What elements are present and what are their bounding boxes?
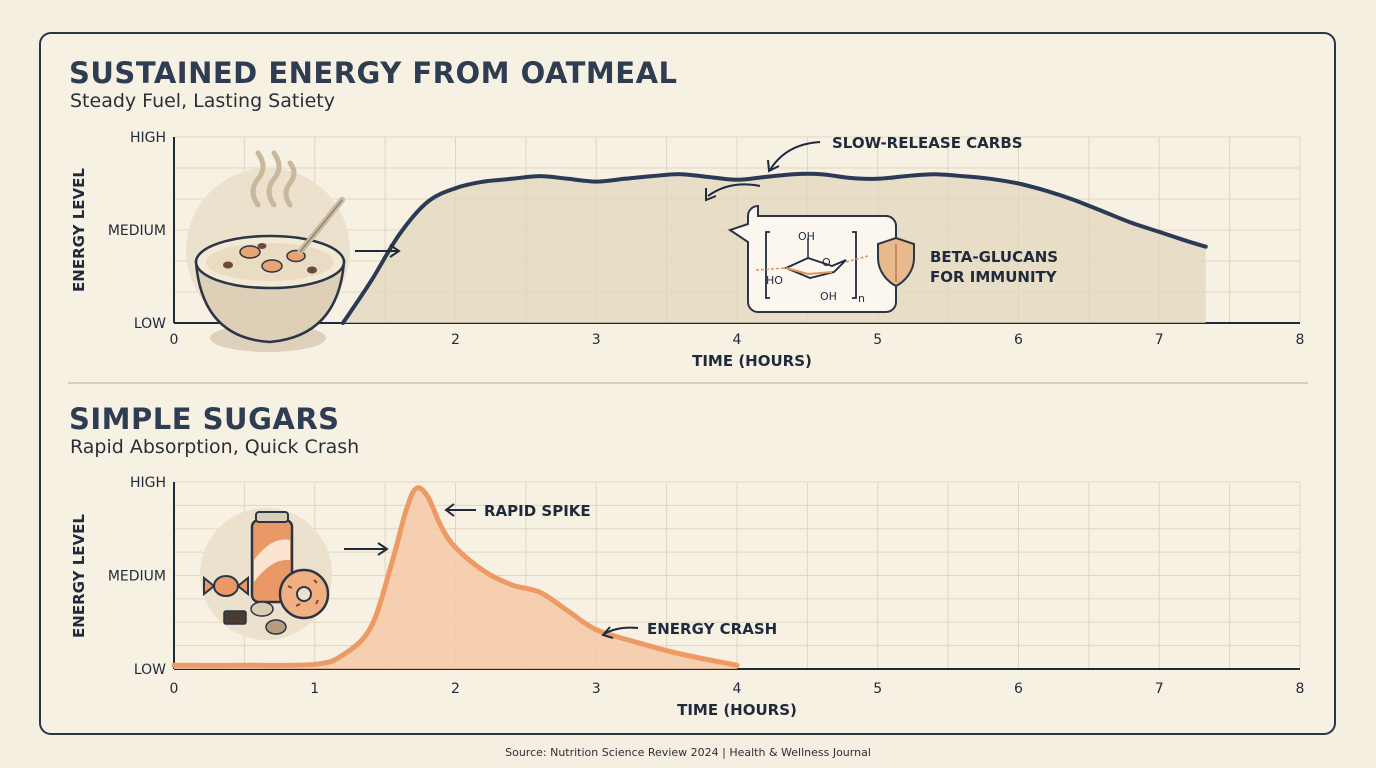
sugar-x-axis-title: TIME (HOURS)	[677, 701, 797, 719]
candy-icon	[203, 575, 249, 597]
oatmeal-y-axis-title: ENERGY LEVEL	[70, 168, 88, 292]
x-tick-label: 8	[1296, 681, 1305, 697]
y-tick-label: LOW	[134, 316, 166, 332]
sugar-subtitle: Rapid Absorption, Quick Crash	[70, 436, 360, 458]
slow-release-arrow-icon	[767, 141, 821, 173]
y-tick-label: MEDIUM	[108, 223, 166, 239]
sugar-area	[174, 487, 737, 669]
x-tick-label: 0	[170, 332, 179, 348]
oatmeal-title: SUSTAINED ENERGY FROM OATMEAL	[69, 56, 678, 90]
immunity-label: FOR IMMUNITY	[930, 268, 1058, 286]
y-tick-label: MEDIUM	[108, 569, 166, 585]
sugar-ticks: 0 1 2 3 4 5 6 7 8 LOW MEDIUM HIGH	[108, 475, 1305, 697]
chocolate-icon	[223, 610, 247, 625]
sugar-grid	[173, 481, 1301, 670]
callout-arrow-icon	[705, 183, 761, 202]
x-tick-label: 1	[310, 681, 319, 697]
rapid-spike-label: RAPID SPIKE	[484, 502, 591, 520]
energy-crash-label: ENERGY CRASH	[647, 620, 777, 638]
soda-can-icon	[250, 511, 294, 604]
x-tick-label: 4	[733, 332, 742, 348]
y-tick-label: HIGH	[130, 475, 166, 491]
x-tick-label: 3	[592, 681, 601, 697]
x-tick-label: 2	[451, 332, 460, 348]
beta-glucan-callout: OH HO OH O n	[727, 204, 897, 313]
sugar-chart: 0 1 2 3 4 5 6 7 8 LOW MEDIUM HIGH TIME (HOURS) ENER…	[70, 475, 1304, 719]
energy-crash-arrow-icon	[601, 626, 639, 639]
x-tick-label: 6	[1014, 681, 1023, 697]
slow-release-label: SLOW-RELEASE CARBS	[832, 134, 1023, 152]
sugar-foods-illustration	[200, 508, 332, 640]
oatmeal-energy-line	[340, 171, 1208, 325]
donut-icon	[278, 568, 330, 620]
x-tick-label: 7	[1155, 332, 1164, 348]
beta-glucan-molecule-icon: OH HO OH O n	[755, 230, 869, 305]
x-tick-label: 4	[733, 681, 742, 697]
sugar-energy-line	[171, 485, 740, 668]
y-tick-label: HIGH	[130, 130, 166, 146]
svg-text:O: O	[822, 256, 831, 269]
oatmeal-subtitle: Steady Fuel, Lasting Satiety	[70, 90, 335, 112]
sugar-y-axis-title: ENERGY LEVEL	[70, 514, 88, 638]
x-tick-label: 5	[873, 681, 882, 697]
y-tick-label: LOW	[134, 662, 166, 678]
sugar-title: SIMPLE SUGARS	[69, 402, 340, 436]
x-tick-label: 2	[451, 681, 460, 697]
source-citation: Source: Nutrition Science Review 2024 | …	[505, 746, 871, 759]
x-tick-label: 0	[170, 681, 179, 697]
sugar-arrow-icon	[344, 542, 389, 556]
svg-text:OH: OH	[820, 290, 837, 303]
bowl-arrow-icon	[355, 244, 401, 258]
svg-text:n: n	[858, 292, 865, 305]
oatmeal-bowl-icon	[186, 150, 350, 352]
section-divider	[68, 382, 1308, 384]
x-tick-label: 8	[1296, 332, 1305, 348]
svg-text:OH: OH	[798, 230, 815, 243]
rapid-spike-arrow-icon	[444, 503, 476, 517]
oatmeal-x-axis-title: TIME (HOURS)	[692, 352, 812, 370]
x-tick-label: 3	[592, 332, 601, 348]
x-tick-label: 6	[1014, 332, 1023, 348]
svg-text:HO: HO	[766, 274, 783, 287]
beta-glucans-label: BETA-GLUCANS	[930, 248, 1058, 266]
x-tick-label: 5	[873, 332, 882, 348]
x-tick-label: 7	[1155, 681, 1164, 697]
